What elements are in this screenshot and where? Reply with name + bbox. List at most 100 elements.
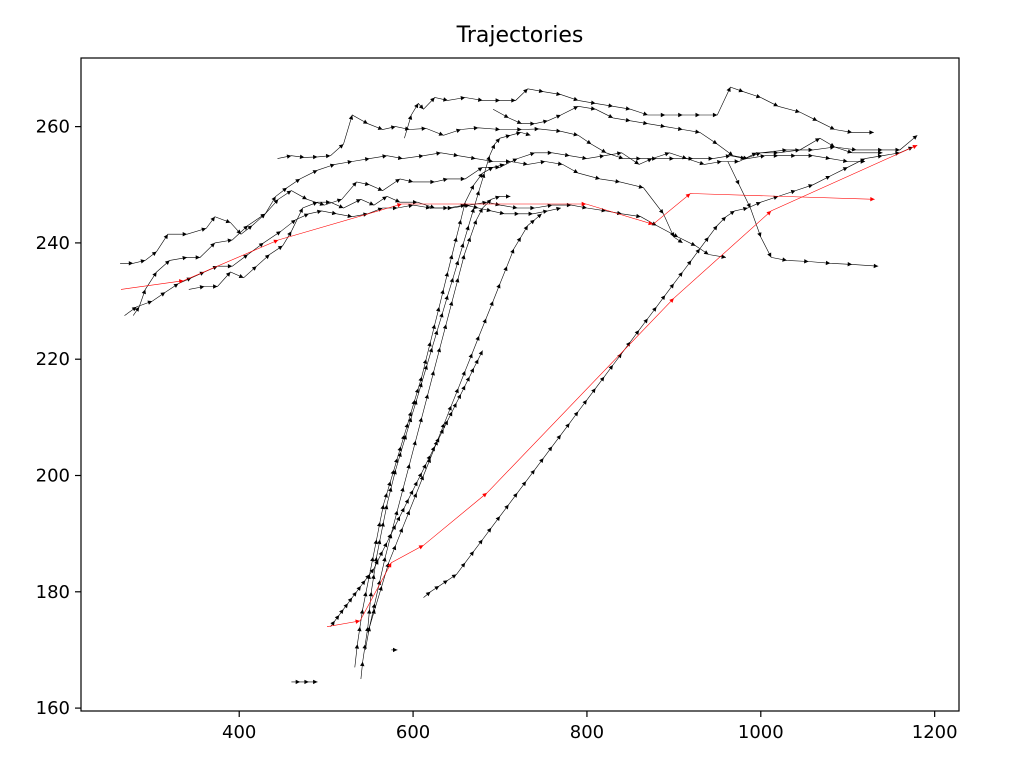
trajectory-arrowhead	[773, 153, 779, 158]
trajectory-arrowhead	[354, 644, 360, 649]
trajectory-arrowhead	[397, 446, 402, 452]
trajectory-arrowhead	[387, 533, 392, 539]
trajectory-arrowhead	[383, 492, 388, 498]
trajectory-series	[354, 163, 505, 668]
trajectory-arrowhead	[397, 452, 402, 458]
trajectory-arrowhead	[543, 209, 548, 214]
trajectory-arrowhead	[643, 120, 648, 126]
x-tick-label: 1200	[912, 722, 958, 743]
trajectory-arrowhead	[452, 402, 457, 408]
trajectory-arrowhead	[782, 257, 787, 262]
trajectory-arrowhead	[408, 203, 414, 209]
trajectory-arrowhead	[451, 574, 457, 579]
trajectory-arrowhead	[131, 306, 137, 312]
trajectory-arrowhead	[670, 232, 675, 238]
trajectory-arrowhead	[517, 127, 522, 132]
trajectory-arrowhead	[347, 160, 353, 165]
trajectory-arrowhead	[582, 155, 587, 161]
trajectory-arrowhead	[227, 264, 233, 269]
trajectory-arrowhead	[842, 158, 848, 163]
trajectory-arrowhead	[847, 129, 853, 134]
trajectory-arrowhead	[413, 200, 418, 205]
y-tick-label: 200	[36, 466, 70, 487]
trajectory-arrowhead	[712, 139, 718, 145]
trajectory-arrowhead	[461, 254, 466, 260]
trajectory-arrowhead	[599, 154, 605, 159]
trajectory-arrowhead	[383, 504, 389, 510]
trajectory-arrowhead	[842, 167, 848, 172]
trajectory-arrowhead	[470, 208, 475, 213]
trajectory-arrowhead	[481, 173, 486, 178]
trajectory-arrowhead	[712, 112, 718, 118]
trajectory-arrowhead	[678, 112, 683, 118]
trajectory-arrowhead	[473, 126, 479, 131]
trajectory-series	[188, 196, 727, 290]
trajectory-arrowhead	[434, 586, 440, 591]
trajectory-arrowhead	[225, 219, 231, 224]
trajectory-arrowhead	[128, 261, 134, 266]
trajectory-arrowhead	[773, 195, 779, 200]
trajectory-arrowhead	[547, 446, 553, 452]
trajectory-series	[120, 151, 683, 266]
trajectory-arrowhead	[436, 306, 441, 312]
trajectory-arrowhead	[448, 301, 454, 306]
trajectory-arrowhead	[395, 198, 400, 203]
trajectory-arrowhead	[347, 213, 353, 219]
trajectory-arrowhead	[163, 234, 168, 240]
trajectory-arrowhead	[425, 591, 431, 597]
trajectory-arrowhead	[869, 130, 874, 135]
trajectory-arrowhead	[456, 128, 461, 133]
trajectory-arrowhead	[686, 260, 692, 266]
trajectory-arrowhead	[362, 119, 368, 124]
trajectory-arrowhead	[271, 196, 276, 202]
trajectory-arrowhead	[757, 232, 762, 238]
trajectory-arrowhead	[404, 498, 409, 504]
trajectory-arrowhead	[460, 176, 466, 182]
trajectory-series	[423, 146, 914, 598]
trajectory-arrowhead	[475, 190, 480, 196]
trajectory-arrowhead	[398, 527, 404, 533]
trajectory-arrowhead	[728, 151, 733, 156]
trajectory-arrowhead	[376, 539, 382, 545]
trajectory-arrowhead	[303, 213, 309, 218]
trajectory-arrowhead	[460, 562, 466, 568]
trajectory-arrowhead	[547, 203, 553, 208]
trajectory-arrowhead	[369, 201, 374, 206]
trajectory-arrowhead	[409, 490, 414, 495]
trajectory-arrowhead	[449, 254, 454, 260]
trajectory-arrowhead	[360, 661, 365, 667]
trajectory-arrowhead	[313, 679, 318, 685]
trajectory-arrowhead	[299, 154, 305, 159]
trajectory-arrowhead	[626, 341, 631, 347]
trajectory-arrowhead	[564, 152, 570, 158]
trajectory-arrowhead	[556, 206, 561, 212]
trajectory-series	[330, 350, 483, 627]
trajectory-arrowhead	[397, 155, 403, 160]
trajectory-arrowhead	[808, 147, 813, 153]
trajectory-arrowhead	[329, 163, 335, 168]
trajectory-arrowhead	[456, 394, 461, 400]
trajectory-arrowhead	[443, 205, 448, 211]
trajectory-arrowhead	[812, 116, 818, 121]
trajectory-arrowhead	[336, 198, 342, 203]
trajectory-arrowhead	[708, 156, 713, 161]
trajectory-arrowhead	[755, 152, 761, 157]
trajectory-arrowhead	[430, 370, 435, 376]
trajectory-arrowhead	[387, 562, 392, 568]
trajectory-arrowhead	[766, 210, 772, 216]
trajectory-arrowhead	[454, 260, 460, 266]
trajectory-arrowhead	[443, 420, 448, 426]
trajectory-arrowhead	[599, 376, 605, 382]
trajectory-arrowhead	[394, 458, 399, 463]
trajectory-arrowhead	[360, 580, 366, 586]
trajectory-arrowhead	[373, 556, 379, 562]
trajectory-arrowhead	[404, 423, 409, 429]
trajectory-arrowhead	[814, 138, 820, 143]
trajectory-arrowhead	[380, 504, 385, 510]
trajectory-arrowhead	[581, 201, 587, 207]
trajectory-arrowhead	[499, 210, 505, 215]
trajectory-arrowhead	[601, 148, 607, 153]
trajectory-arrowhead	[586, 139, 592, 145]
trajectory-arrowhead	[199, 285, 205, 290]
